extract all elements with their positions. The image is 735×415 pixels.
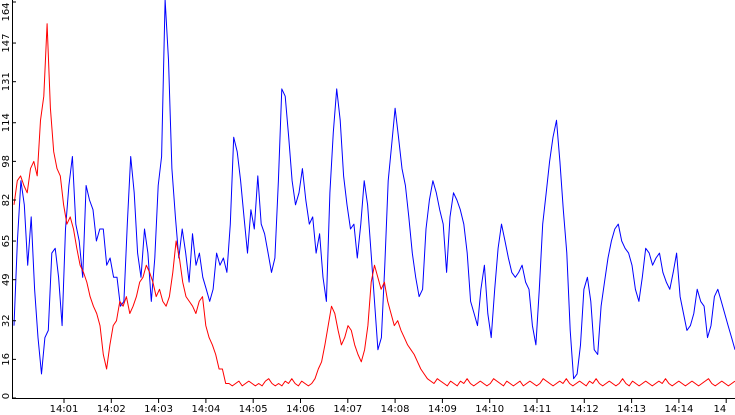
- x-tick-label: 14:10: [475, 404, 504, 415]
- y-tick-label: 65: [1, 235, 12, 248]
- x-tick-label: 14:06: [286, 404, 315, 415]
- y-tick-label: 147: [1, 34, 12, 53]
- x-tick-label: 14:08: [381, 404, 410, 415]
- x-tick-layer: 14:01 14:02 14:03 14:04 14:05 14:06 14:07 14:08…: [50, 398, 727, 415]
- x-tick-label: 14:11: [523, 404, 552, 415]
- x-tick-label: 14:03: [144, 404, 173, 415]
- series-line-1: [13, 23, 735, 387]
- y-tick-label: 98: [1, 155, 12, 168]
- x-tick-label: 14:01: [50, 404, 79, 415]
- y-tick-label: 114: [1, 113, 12, 132]
- series-layer: [13, 0, 735, 387]
- y-tick-label: 49: [1, 273, 12, 286]
- x-tick-label: 14:07: [333, 404, 362, 415]
- y-tick-label: 164: [1, 2, 12, 21]
- y-tick-layer: 0 16 32 49 65 82 98 114 131 147 164: [1, 1, 16, 399]
- x-tick-label: 14:14: [664, 404, 693, 415]
- y-tick-label: 0: [1, 393, 12, 399]
- y-tick-label: 16: [1, 353, 12, 366]
- x-tick-label: 14:09: [428, 404, 457, 415]
- x-tick-label: 14:12: [570, 404, 599, 415]
- y-tick-label: 131: [1, 72, 12, 91]
- y-tick-label: 82: [1, 194, 12, 207]
- x-tick-label: 14:04: [191, 404, 220, 415]
- x-tick-label: 14:05: [239, 404, 268, 415]
- y-tick-label: 32: [1, 314, 12, 327]
- x-tick-label: 14:13: [617, 404, 646, 415]
- x-tick-label: 14:02: [97, 404, 126, 415]
- series-line-0: [13, 0, 735, 380]
- x-tick-label: 14: [713, 404, 726, 415]
